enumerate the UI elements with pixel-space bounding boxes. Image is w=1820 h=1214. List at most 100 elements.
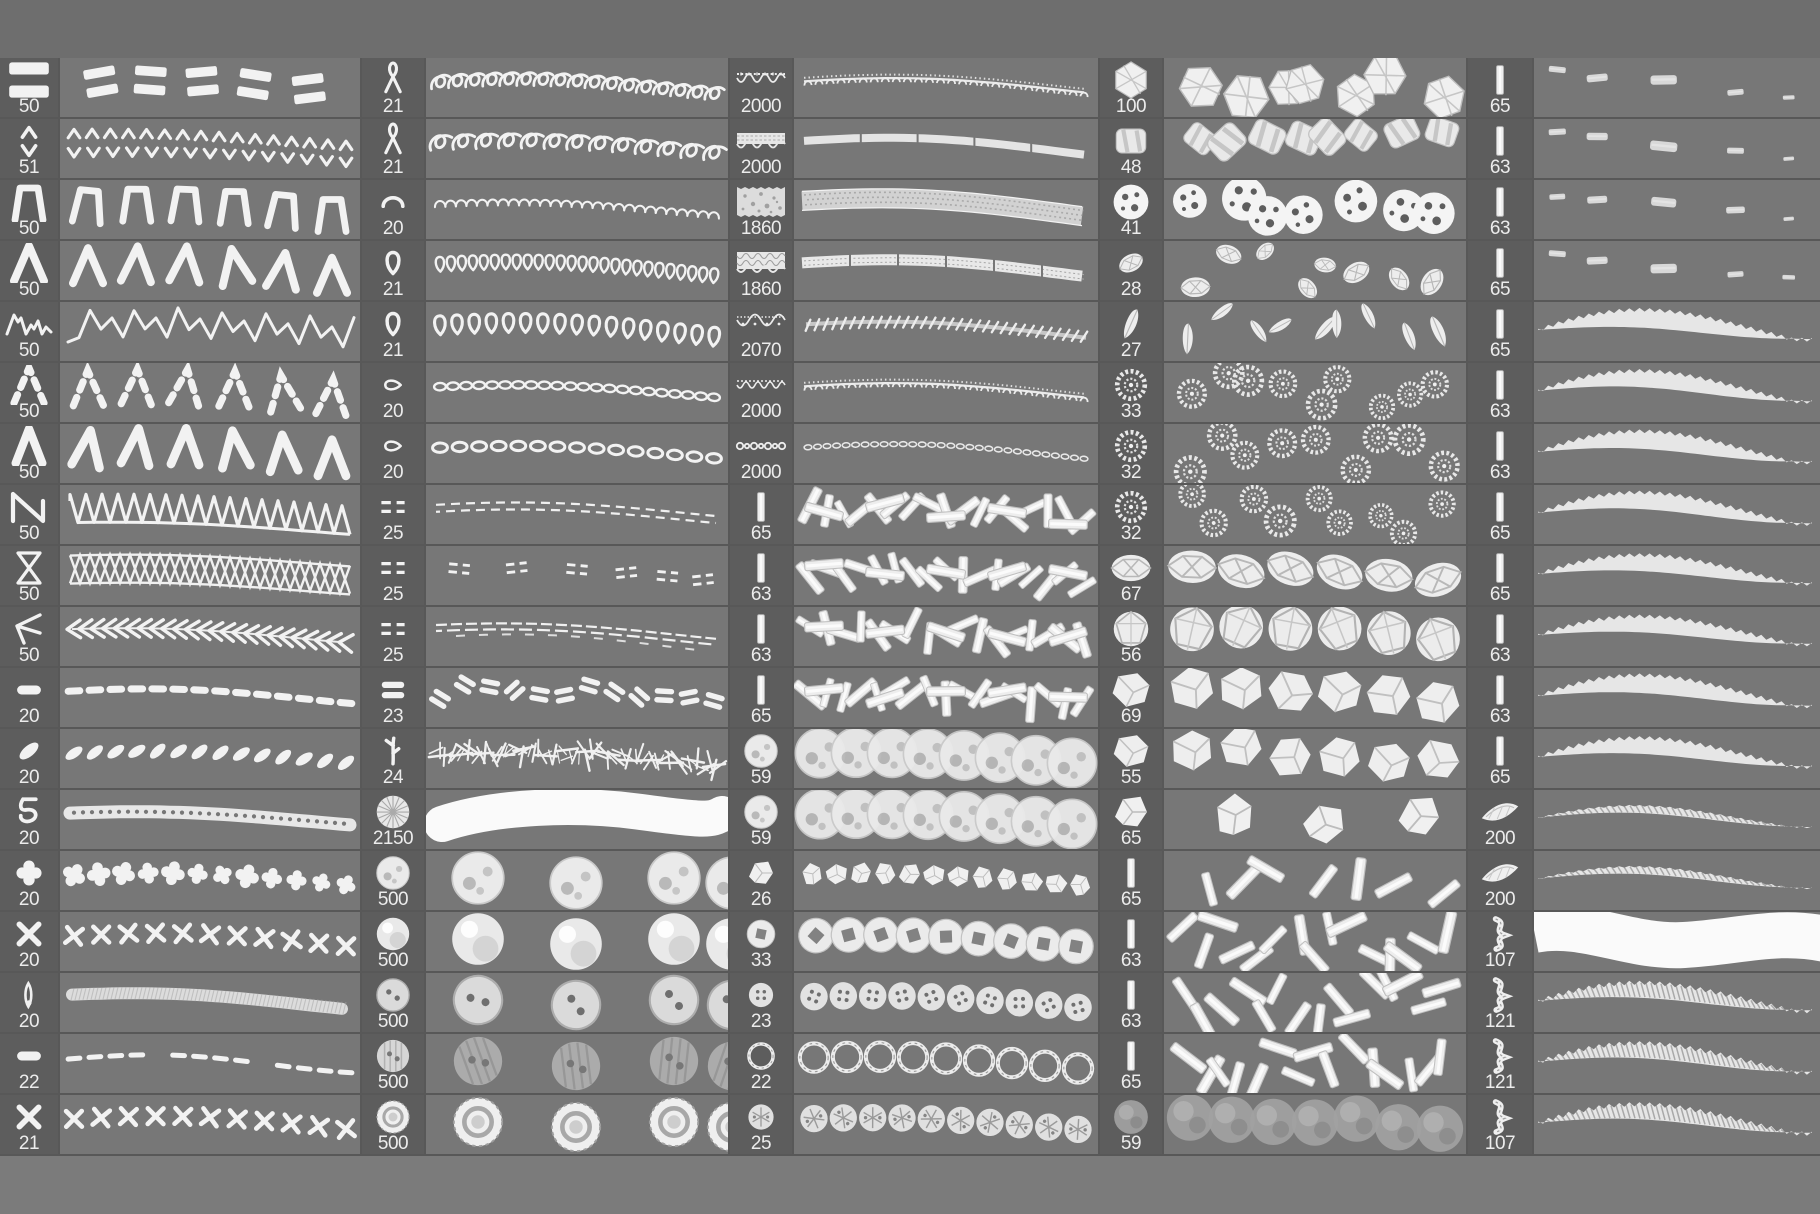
brush-thumbnail[interactable]: 59	[1100, 1095, 1162, 1154]
brush-stroke-preview[interactable]	[794, 1095, 1098, 1154]
brush-thumbnail[interactable]: 67	[1100, 546, 1162, 605]
brush-thumbnail[interactable]: 65	[1468, 485, 1532, 544]
brush-stroke-preview[interactable]	[426, 973, 728, 1032]
brush-thumbnail[interactable]: 500	[362, 851, 424, 910]
brush-thumbnail[interactable]: 2150	[362, 790, 424, 849]
brush-stroke-preview[interactable]	[1164, 241, 1466, 300]
brush-thumbnail[interactable]: 100	[1100, 58, 1162, 117]
brush-thumbnail[interactable]: 20	[362, 363, 424, 422]
brush-stroke-preview[interactable]	[426, 180, 728, 239]
brush-stroke-preview[interactable]	[794, 119, 1098, 178]
brush-stroke-preview[interactable]	[426, 58, 728, 117]
brush-thumbnail[interactable]: 500	[362, 912, 424, 971]
brush-thumbnail[interactable]: 63	[1100, 973, 1162, 1032]
brush-stroke-preview[interactable]	[426, 485, 728, 544]
brush-thumbnail[interactable]: 65	[1468, 241, 1532, 300]
brush-thumbnail[interactable]: 50	[0, 424, 58, 483]
brush-stroke-preview[interactable]	[794, 424, 1098, 483]
brush-stroke-preview[interactable]	[1534, 912, 1820, 971]
brush-stroke-preview[interactable]	[426, 1095, 728, 1154]
brush-thumbnail[interactable]: 50	[0, 180, 58, 239]
brush-stroke-preview[interactable]	[1534, 973, 1820, 1032]
brush-stroke-preview[interactable]	[426, 424, 728, 483]
brush-stroke-preview[interactable]	[1164, 485, 1466, 544]
brush-thumbnail[interactable]: 27	[1100, 302, 1162, 361]
brush-stroke-preview[interactable]	[1534, 363, 1820, 422]
brush-thumbnail[interactable]: 65	[1100, 851, 1162, 910]
brush-stroke-preview[interactable]	[60, 973, 360, 1032]
brush-stroke-preview[interactable]	[60, 1095, 360, 1154]
brush-thumbnail[interactable]: 107	[1468, 912, 1532, 971]
brush-thumbnail[interactable]: 21	[362, 58, 424, 117]
brush-thumbnail[interactable]: 50	[0, 363, 58, 422]
brush-stroke-preview[interactable]	[1534, 1095, 1820, 1154]
brush-thumbnail[interactable]: 50	[0, 302, 58, 361]
brush-thumbnail[interactable]: 48	[1100, 119, 1162, 178]
brush-thumbnail[interactable]: 1860	[730, 241, 792, 300]
brush-stroke-preview[interactable]	[1164, 790, 1466, 849]
brush-thumbnail[interactable]: 1860	[730, 180, 792, 239]
brush-thumbnail[interactable]: 65	[1468, 546, 1532, 605]
brush-stroke-preview[interactable]	[1534, 546, 1820, 605]
brush-thumbnail[interactable]: 21	[362, 302, 424, 361]
brush-stroke-preview[interactable]	[794, 363, 1098, 422]
brush-stroke-preview[interactable]	[60, 607, 360, 666]
brush-thumbnail[interactable]: 121	[1468, 1034, 1532, 1093]
brush-thumbnail[interactable]: 28	[1100, 241, 1162, 300]
brush-thumbnail[interactable]: 33	[730, 912, 792, 971]
brush-stroke-preview[interactable]	[794, 302, 1098, 361]
brush-thumbnail[interactable]: 25	[362, 546, 424, 605]
brush-thumbnail[interactable]: 59	[730, 729, 792, 788]
brush-thumbnail[interactable]: 32	[1100, 485, 1162, 544]
brush-thumbnail[interactable]: 200	[1468, 851, 1532, 910]
brush-stroke-preview[interactable]	[426, 729, 728, 788]
brush-thumbnail[interactable]: 21	[362, 241, 424, 300]
brush-thumbnail[interactable]: 41	[1100, 180, 1162, 239]
brush-thumbnail[interactable]: 65	[1100, 790, 1162, 849]
brush-thumbnail[interactable]: 55	[1100, 729, 1162, 788]
brush-stroke-preview[interactable]	[60, 424, 360, 483]
brush-stroke-preview[interactable]	[426, 546, 728, 605]
brush-stroke-preview[interactable]	[1164, 546, 1466, 605]
brush-stroke-preview[interactable]	[60, 119, 360, 178]
brush-stroke-preview[interactable]	[1164, 180, 1466, 239]
brush-thumbnail[interactable]: 59	[730, 790, 792, 849]
brush-thumbnail[interactable]: 23	[730, 973, 792, 1032]
brush-stroke-preview[interactable]	[426, 241, 728, 300]
brush-stroke-preview[interactable]	[1164, 851, 1466, 910]
brush-stroke-preview[interactable]	[1164, 973, 1466, 1032]
brush-stroke-preview[interactable]	[426, 363, 728, 422]
brush-stroke-preview[interactable]	[426, 912, 728, 971]
brush-thumbnail[interactable]: 2000	[730, 58, 792, 117]
brush-thumbnail[interactable]: 22	[730, 1034, 792, 1093]
brush-stroke-preview[interactable]	[1534, 58, 1820, 117]
brush-stroke-preview[interactable]	[794, 912, 1098, 971]
brush-stroke-preview[interactable]	[60, 1034, 360, 1093]
brush-stroke-preview[interactable]	[1534, 180, 1820, 239]
brush-thumbnail[interactable]: 20	[0, 851, 58, 910]
brush-thumbnail[interactable]: 50	[0, 485, 58, 544]
brush-thumbnail[interactable]: 63	[1468, 424, 1532, 483]
brush-thumbnail[interactable]: 500	[362, 1034, 424, 1093]
brush-stroke-preview[interactable]	[60, 363, 360, 422]
brush-stroke-preview[interactable]	[60, 668, 360, 727]
brush-thumbnail[interactable]: 21	[0, 1095, 58, 1154]
brush-stroke-preview[interactable]	[794, 790, 1098, 849]
brush-stroke-preview[interactable]	[1164, 424, 1466, 483]
brush-stroke-preview[interactable]	[1164, 363, 1466, 422]
brush-thumbnail[interactable]: 200	[1468, 790, 1532, 849]
brush-stroke-preview[interactable]	[1534, 1034, 1820, 1093]
brush-thumbnail[interactable]: 63	[1100, 912, 1162, 971]
brush-thumbnail[interactable]: 22	[0, 1034, 58, 1093]
brush-stroke-preview[interactable]	[426, 668, 728, 727]
brush-thumbnail[interactable]: 51	[0, 119, 58, 178]
brush-thumbnail[interactable]: 63	[730, 546, 792, 605]
brush-thumbnail[interactable]: 56	[1100, 607, 1162, 666]
brush-stroke-preview[interactable]	[426, 607, 728, 666]
brush-stroke-preview[interactable]	[60, 729, 360, 788]
brush-stroke-preview[interactable]	[60, 180, 360, 239]
brush-thumbnail[interactable]: 2070	[730, 302, 792, 361]
brush-thumbnail[interactable]: 50	[0, 607, 58, 666]
brush-thumbnail[interactable]: 20	[0, 973, 58, 1032]
brush-stroke-preview[interactable]	[794, 1034, 1098, 1093]
